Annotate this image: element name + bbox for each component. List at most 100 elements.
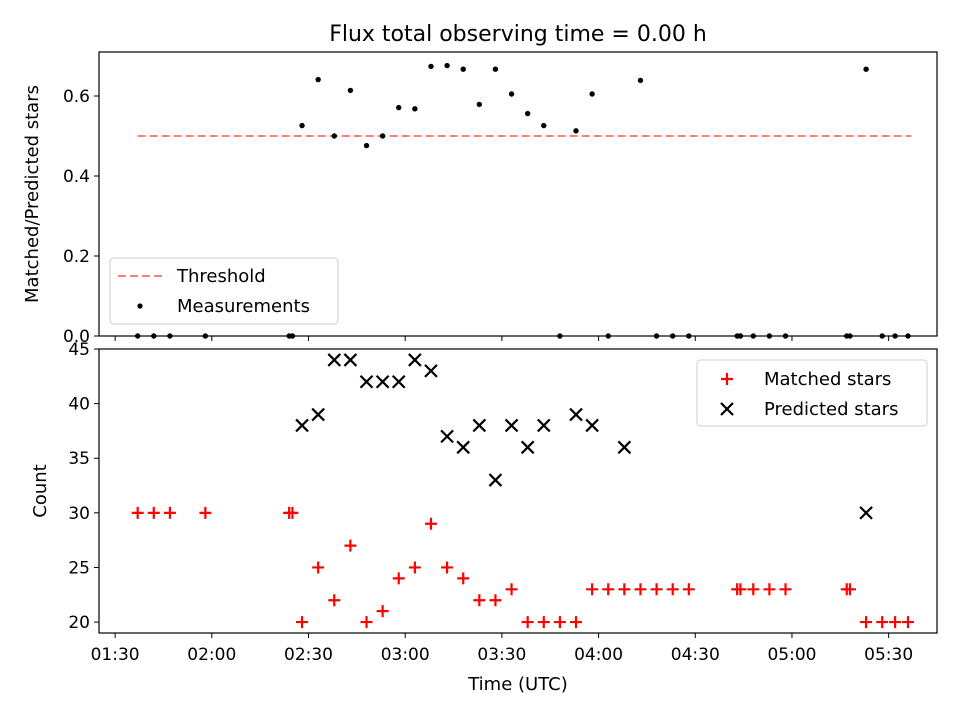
x-tick-label: 04:30 (671, 645, 720, 665)
predicted-star-point (585, 418, 599, 433)
top-y-tick-label: 0.4 (63, 167, 90, 187)
x-tick-label: 05:30 (864, 645, 913, 665)
bottom-y-tick-label: 20 (68, 613, 90, 633)
predicted-star-point (311, 407, 325, 422)
measurement-point (524, 110, 531, 117)
predicted-star-point (488, 473, 503, 487)
measurement-point (379, 133, 386, 139)
x-tick-label: 04:00 (574, 645, 623, 665)
predicted-legend-label: Predicted stars (764, 399, 898, 420)
x-tick-label: 05:00 (767, 645, 816, 665)
measurement-point (460, 66, 466, 72)
bottom-x-ticks: 01:30 02:00 02:30 03:00 03:30 04:00 04:30 05:00… (91, 633, 913, 665)
matched-star-point (682, 583, 695, 596)
predicted-star-point (569, 407, 583, 422)
measurement-point (363, 142, 370, 149)
bottom-y-tick-label: 25 (68, 558, 90, 578)
bottom-y-ticks: 20 25 30 35 40 45 (68, 340, 99, 633)
measurement-point (508, 91, 515, 97)
x-tick-label: 03:30 (477, 645, 526, 665)
top-legend: Threshold Measurements (109, 257, 339, 325)
matched-star-point (843, 583, 856, 596)
top-y-tick-label: 0.2 (63, 247, 90, 267)
top-y-tick-label: 0.6 (63, 87, 90, 107)
measurement-point (299, 122, 305, 129)
matched-star-point (424, 517, 437, 530)
measurement-point (492, 66, 499, 72)
matched-star-point (286, 506, 299, 519)
measurements-legend-marker (137, 303, 143, 309)
top-y-axis-label: Matched/Predicted stars (22, 85, 43, 303)
matched-star-point (163, 506, 176, 519)
predicted-star-point (456, 440, 470, 455)
matched-legend-marker (721, 373, 733, 385)
matched-star-point (360, 616, 373, 629)
bottom-y-tick-label: 30 (68, 504, 90, 524)
x-tick-label: 02:00 (187, 645, 236, 665)
threshold-legend-label: Threshold (176, 266, 266, 287)
measurement-point (444, 62, 450, 69)
matched-star-point (889, 616, 902, 629)
x-tick-label: 01:30 (91, 645, 140, 665)
top-series (134, 62, 912, 339)
matched-star-point (392, 572, 405, 585)
chart-title: Flux total observing time = 0.00 h (329, 22, 707, 47)
matched-star-point (666, 583, 679, 596)
matched-star-point (747, 583, 760, 596)
measurement-point (396, 104, 402, 111)
measurement-point (428, 63, 434, 70)
matched-star-point (489, 594, 502, 607)
matched-star-point (473, 594, 486, 607)
predicted-star-point (359, 374, 374, 389)
measurement-point (412, 106, 418, 112)
matched-star-point (634, 583, 647, 596)
measurement-point (589, 91, 595, 97)
bottom-y-tick-label: 40 (68, 395, 90, 415)
matched-star-point (457, 572, 470, 585)
measurement-point (863, 66, 869, 72)
measurement-point (541, 122, 547, 129)
matched-star-point (312, 561, 325, 574)
top-y-ticks: 0.0 0.2 0.4 0.6 (63, 87, 99, 347)
matched-star-point (537, 616, 550, 629)
bottom-y-axis-label: Count (30, 464, 51, 517)
matched-star-point (147, 506, 160, 519)
matched-star-point (860, 616, 873, 629)
matched-star-point (376, 605, 389, 618)
matched-star-point (344, 539, 357, 552)
bottom-panel: 20 25 30 35 40 45 01:30 02:00 02:30 03:00 03:30 04… (30, 340, 938, 695)
matched-star-point (441, 561, 454, 574)
predicted-star-point (472, 418, 487, 433)
predicted-star-point (617, 440, 632, 455)
bottom-legend: Matched stars Predicted stars (696, 359, 928, 427)
matched-star-point (570, 616, 583, 629)
matched-star-point (586, 583, 599, 596)
x-axis-label: Time (UTC) (467, 674, 568, 695)
top-panel: 0.0 0.2 0.4 0.6 Matched/Predicted stars Thr… (22, 51, 938, 347)
top-panel-frame (98, 51, 938, 337)
matched-star-point (734, 583, 747, 596)
predicted-star-point (327, 353, 342, 367)
matched-star-point (618, 583, 631, 596)
measurement-point (315, 76, 321, 83)
predicted-star-point (408, 353, 422, 367)
x-tick-label: 02:30 (284, 645, 333, 665)
matched-star-point (650, 583, 663, 596)
matched-star-point (199, 506, 212, 519)
predicted-star-point (859, 506, 873, 520)
measurement-point (347, 87, 354, 94)
bottom-series (131, 353, 914, 629)
matched-star-point (296, 616, 309, 629)
measurements-legend-label: Measurements (177, 296, 310, 317)
predicted-legend-marker (720, 402, 734, 416)
predicted-star-point (424, 364, 438, 378)
matched-star-point (505, 583, 518, 596)
bottom-legend-box (696, 359, 928, 427)
predicted-star-point (343, 353, 358, 367)
measurement-point (331, 133, 337, 139)
measurement-point (573, 128, 579, 134)
x-tick-label: 03:00 (381, 645, 430, 665)
measurement-point (476, 101, 483, 108)
predicted-star-point (440, 429, 454, 444)
